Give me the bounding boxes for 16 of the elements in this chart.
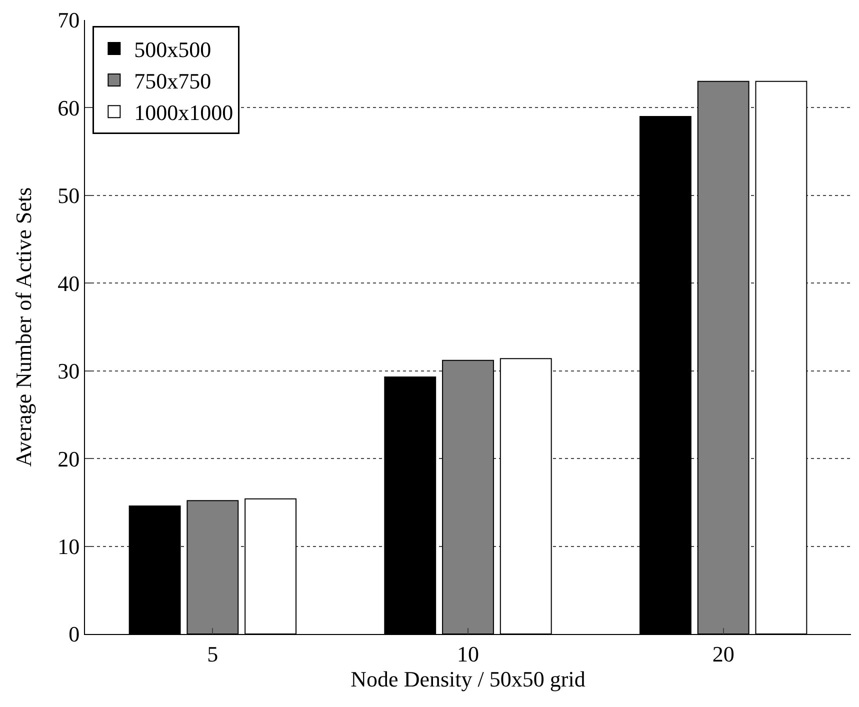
x-axis-title: Node Density / 50x50 grid <box>350 666 586 692</box>
legend-label: 500x500 <box>134 37 212 62</box>
x-tick-label: 5 <box>207 641 218 666</box>
y-tick-label: 40 <box>58 270 80 296</box>
y-axis-title: Average Number of Active Sets <box>11 187 36 467</box>
y-tick-label: 0 <box>68 622 80 647</box>
legend-label: 750x750 <box>134 68 212 94</box>
y-tick-label: 30 <box>58 358 80 384</box>
y-tick-label: 60 <box>58 95 80 120</box>
y-tick-label: 50 <box>58 183 80 208</box>
y-tick-label: 20 <box>58 446 80 472</box>
y-tick-label: 10 <box>58 534 80 559</box>
legend-label: 1000x1000 <box>134 100 234 126</box>
x-tick-label: 10 <box>457 641 479 666</box>
y-tick-label: 70 <box>58 8 80 33</box>
x-tick-label: 20 <box>712 641 734 666</box>
